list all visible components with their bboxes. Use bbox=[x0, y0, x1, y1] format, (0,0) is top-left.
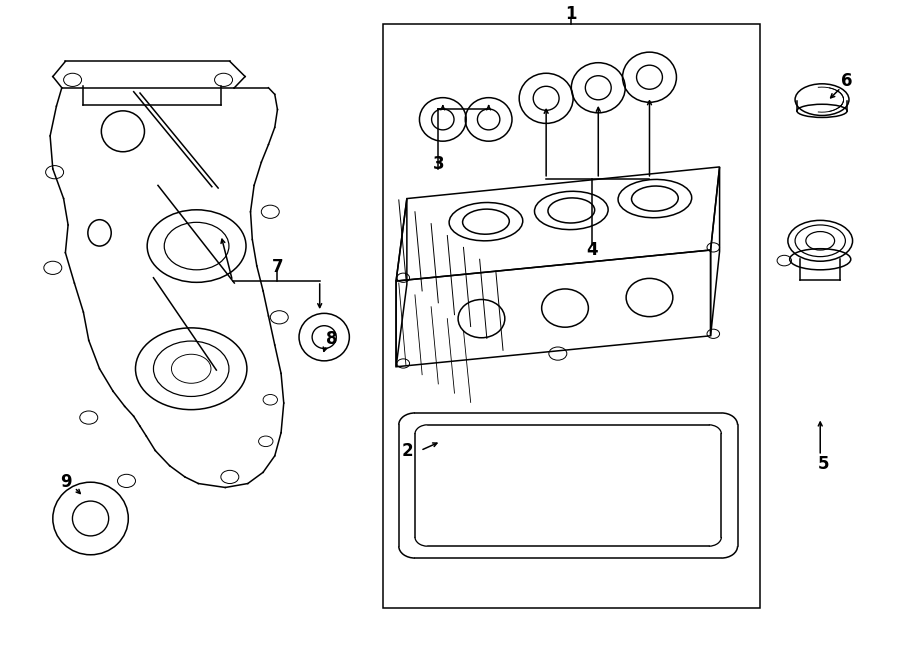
Text: 7: 7 bbox=[272, 258, 284, 276]
Text: 3: 3 bbox=[433, 155, 444, 173]
Text: 8: 8 bbox=[326, 330, 338, 348]
Text: 4: 4 bbox=[586, 241, 598, 259]
Text: 1: 1 bbox=[565, 5, 577, 23]
Text: 6: 6 bbox=[842, 72, 853, 90]
Text: 9: 9 bbox=[60, 473, 72, 491]
Text: 2: 2 bbox=[402, 442, 414, 459]
Text: 5: 5 bbox=[818, 455, 830, 473]
Bar bbox=[382, 24, 760, 607]
